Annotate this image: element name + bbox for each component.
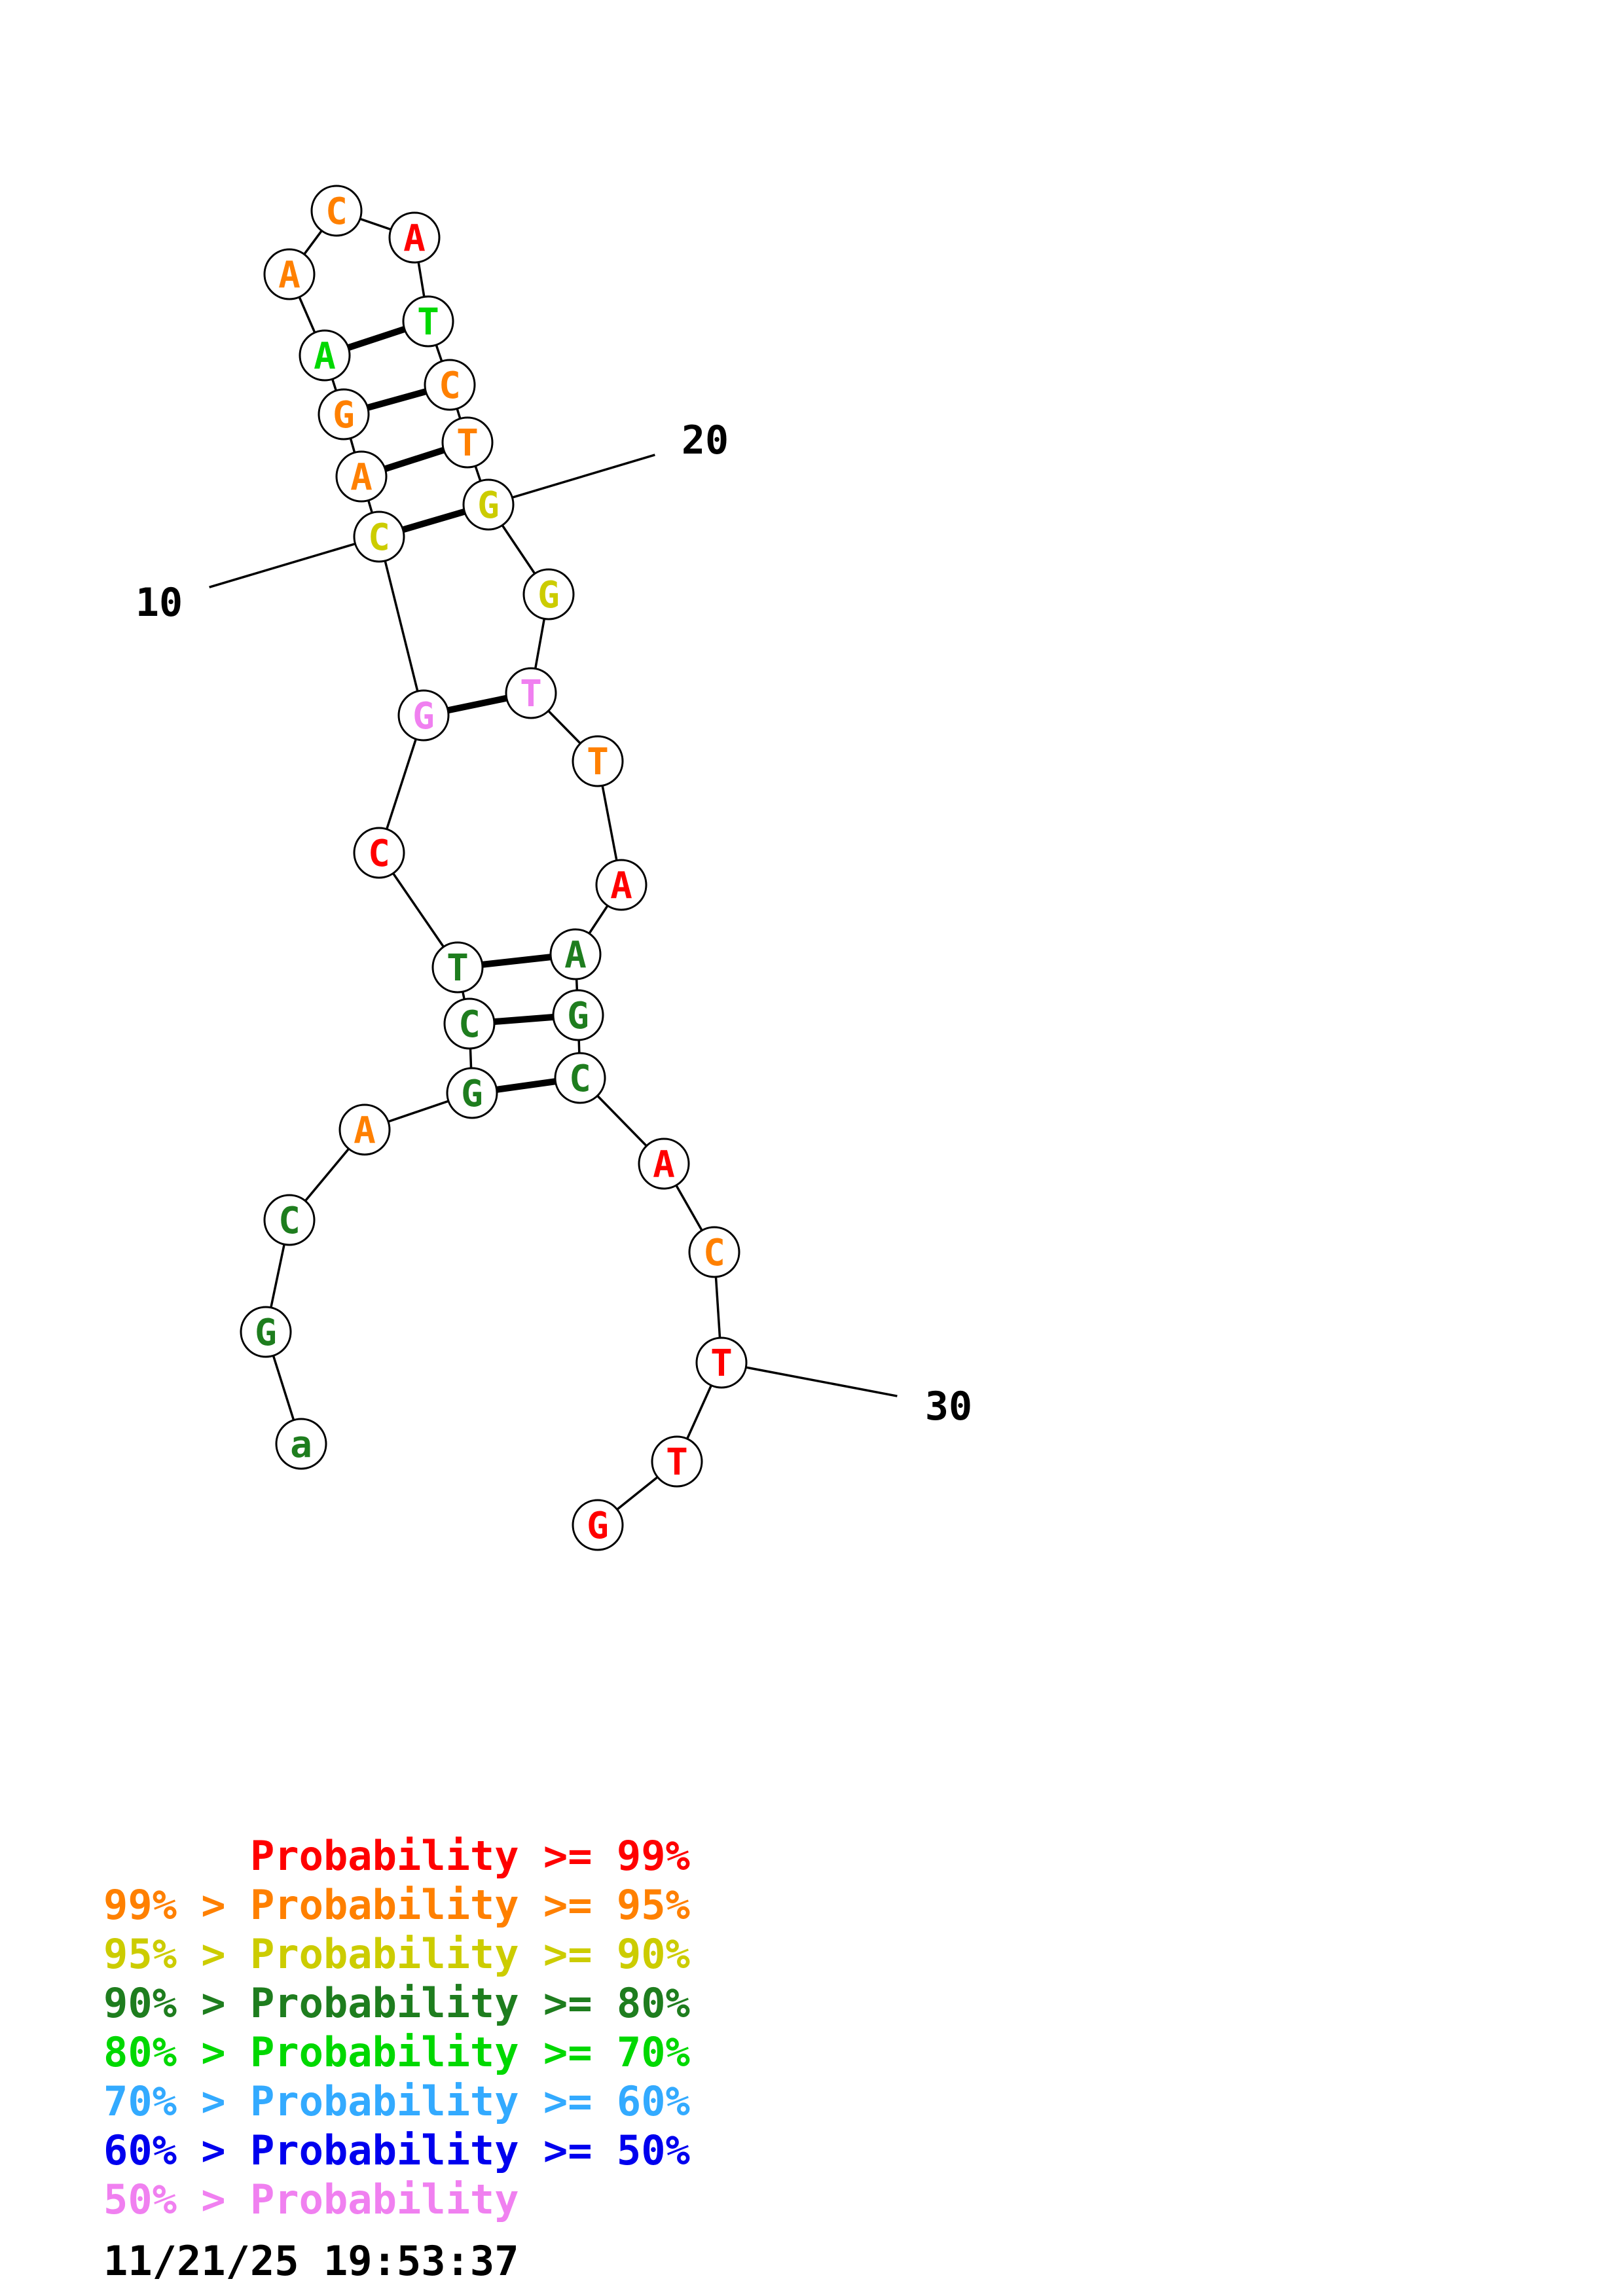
nucleotide-circle-11 <box>335 450 388 503</box>
nucleotide-circle-4 <box>338 1103 391 1156</box>
nucleotide-base-21: G <box>538 574 560 617</box>
nucleotide-base-24: A <box>610 865 632 907</box>
nucleotide-circle-19 <box>441 416 494 469</box>
nucleotide-base-30: T <box>710 1342 733 1385</box>
nucleotide-circle-12 <box>318 388 370 440</box>
nucleotide-base-31: T <box>666 1441 688 1484</box>
nucleotide-circle-22 <box>505 667 557 719</box>
legend-row: 50% > Probability <box>103 2176 519 2223</box>
nucleotide-base-16: A <box>403 217 426 260</box>
nucleotide-circle-17 <box>402 295 454 348</box>
nucleotide-base-4: A <box>354 1109 376 1152</box>
legend-row: 60% > Probability >= 50% <box>103 2126 690 2174</box>
nucleotide-base-8: C <box>368 833 390 875</box>
nucleotide-base-20: G <box>477 484 500 527</box>
nucleotide-circle-30 <box>695 1336 748 1389</box>
nucleotide-base-11: A <box>350 456 373 499</box>
nucleotide-base-3: C <box>278 1200 301 1242</box>
nucleotide-circle-5 <box>446 1067 498 1119</box>
nucleotide-circle-31 <box>651 1435 703 1488</box>
nucleotide-base-7: T <box>447 947 469 990</box>
nucleotide-circle-14 <box>263 248 316 300</box>
nucleotide-circle-16 <box>388 211 441 264</box>
number-pointer-line <box>209 535 380 588</box>
nucleotide-circle-6 <box>443 997 496 1050</box>
nucleotide-circle-7 <box>431 941 484 994</box>
nucleotide-base-19: T <box>456 422 479 465</box>
residue-number-label: 10 <box>136 580 183 626</box>
nucleotide-circle-10 <box>353 511 405 563</box>
legend-row: Probability >= 99% <box>103 1832 690 1880</box>
nucleotide-base-10: C <box>368 516 390 559</box>
nucleotide-base-27: C <box>569 1058 591 1100</box>
residue-number-label: 30 <box>925 1384 972 1429</box>
nucleotide-circle-27 <box>554 1052 606 1104</box>
nucleotide-base-29: C <box>703 1232 725 1274</box>
nucleotide-base-6: C <box>458 1003 481 1046</box>
number-pointer-line <box>721 1361 898 1397</box>
nucleotide-base-26: G <box>567 995 589 1037</box>
residue-number-labels: 10 20 30 <box>136 418 972 1429</box>
nucleotide-base-28: A <box>653 1143 675 1186</box>
nucleotide-circle-20 <box>462 478 515 531</box>
legend-row: 99% > Probability >= 95% <box>103 1881 690 1929</box>
nucleotide-circle-1 <box>275 1418 327 1470</box>
nucleotide-base-5: G <box>461 1073 483 1115</box>
nucleotide-base-14: A <box>278 254 301 296</box>
nucleotide-circle-28 <box>638 1138 690 1190</box>
residue-number-label: 20 <box>682 418 729 463</box>
nucleotide-base-12: G <box>333 394 355 437</box>
legend-row: 70% > Probability >= 60% <box>103 2077 690 2125</box>
nucleotide-circle-24 <box>595 859 647 911</box>
nucleotide-circle-9 <box>397 689 450 742</box>
nucleotide-circle-3 <box>263 1194 316 1246</box>
nucleotide-base-17: T <box>417 301 439 344</box>
nucleotide-circle-18 <box>424 359 476 411</box>
residue-number-lines <box>209 454 898 1397</box>
nucleotide-circle-21 <box>522 568 575 620</box>
legend-row: 80% > Probability >= 70% <box>103 2028 690 2076</box>
nucleotide-circle-13 <box>299 329 351 382</box>
nucleotide-base-32: G <box>587 1505 609 1547</box>
nucleotide-base-18: C <box>439 365 461 407</box>
nucleotide-circle-23 <box>572 735 624 787</box>
nucleotide-base-25: A <box>564 934 587 977</box>
nucleotide-base-13: A <box>314 335 336 378</box>
nucleotide-base-9: G <box>412 695 435 738</box>
nucleotide-circle-32 <box>572 1499 624 1551</box>
nucleotide-base-15: C <box>325 190 348 233</box>
probability-legend: Probability >= 99% 99% > Probability >= 9… <box>103 1831 690 2224</box>
nucleotide-base-22: T <box>520 673 542 715</box>
timestamp: 11/21/25 19:53:37 <box>103 2237 519 2285</box>
nucleotide-base-2: G <box>255 1312 277 1354</box>
nucleotide-base-1: a <box>290 1424 312 1466</box>
backbone-segment <box>378 536 425 716</box>
nucleotide-circle-29 <box>688 1226 740 1278</box>
legend-row: 95% > Probability >= 90% <box>103 1930 690 1978</box>
number-pointer-line <box>488 454 655 506</box>
nucleotide-circle-25 <box>549 928 602 980</box>
legend-row: 90% > Probability >= 80% <box>103 1979 690 2027</box>
nucleotide-base-23: T <box>587 741 609 783</box>
nucleotide-circle-8 <box>353 827 405 879</box>
nucleotide-circle-15 <box>310 185 363 237</box>
nucleotide-circle-26 <box>552 989 604 1041</box>
nucleotide-circle-2 <box>240 1306 292 1358</box>
